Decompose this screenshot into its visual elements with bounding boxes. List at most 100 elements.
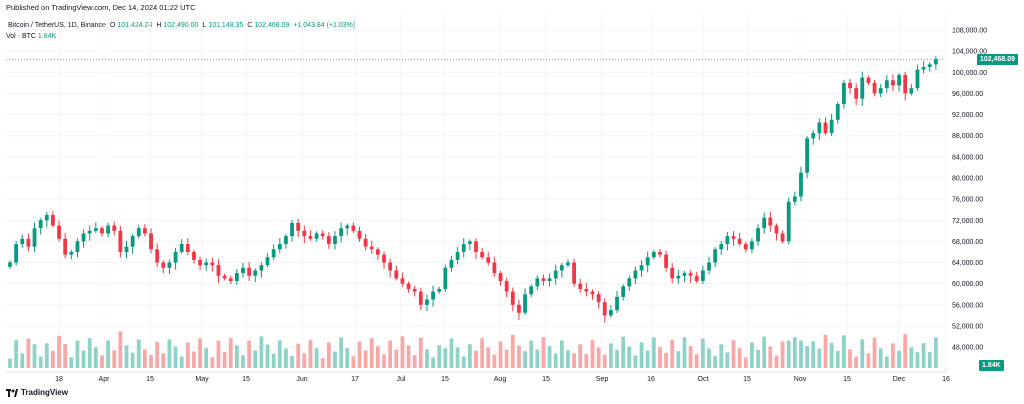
volume-bar <box>461 356 466 368</box>
volume-bar <box>823 334 828 368</box>
candle-body <box>572 262 577 284</box>
candle-body <box>707 262 711 271</box>
candle-body <box>87 230 92 234</box>
volume-bar <box>743 357 748 368</box>
volume-bar <box>878 348 883 368</box>
candle-body <box>799 172 803 197</box>
volume-bar <box>437 345 442 368</box>
candle-body <box>259 265 264 271</box>
y-tick-label: 96,000.00 <box>952 91 983 98</box>
candle-body <box>14 244 19 263</box>
volume-bar <box>308 340 313 368</box>
candle-body <box>38 220 43 229</box>
candle-body <box>817 122 822 134</box>
volume-bar <box>382 354 386 368</box>
volume-bar <box>725 352 730 368</box>
candle-body <box>241 267 245 274</box>
candle-body <box>290 222 294 237</box>
volume-bar <box>621 336 626 368</box>
candle-body <box>455 251 460 260</box>
volume-bar <box>363 350 368 368</box>
volume-bar <box>664 352 668 368</box>
volume-bar <box>504 349 509 368</box>
candle-body <box>32 228 37 247</box>
x-tick-label: Aug <box>494 376 507 383</box>
candle-body <box>412 288 417 292</box>
candle-body <box>743 244 748 250</box>
y-tick-label: 100,000.00 <box>952 70 987 77</box>
x-tick-label: Nov <box>794 376 807 383</box>
candle-body <box>394 270 399 279</box>
candle-body <box>118 230 123 252</box>
volume-bar <box>204 348 209 368</box>
candle-body <box>222 275 227 279</box>
candle-body <box>688 273 693 276</box>
volume-bar <box>247 340 252 368</box>
candle-body <box>253 270 258 276</box>
volume-bar <box>44 343 49 368</box>
volume-bar <box>412 355 417 368</box>
candle-body <box>621 286 626 297</box>
volume-bar <box>547 346 552 368</box>
volume-bar <box>26 338 31 368</box>
volume-bar <box>792 337 797 368</box>
x-tick-label: May <box>195 376 209 383</box>
symbol-name[interactable]: Bitcoin / TetherUS, 1D, Binance <box>8 22 106 29</box>
candle-body <box>26 238 31 247</box>
volume-bar <box>523 351 527 368</box>
volume-bar <box>584 354 589 368</box>
candle-body <box>535 278 540 287</box>
candle-body <box>112 225 117 231</box>
candle-body <box>124 246 129 252</box>
volume-bar <box>596 347 601 368</box>
candle-body <box>363 238 368 247</box>
candle-body <box>921 66 926 70</box>
candle-body <box>314 233 319 239</box>
volume-bar <box>406 345 411 368</box>
x-tick-label: 16 <box>942 376 950 383</box>
candle-body <box>639 265 644 271</box>
candle-body <box>909 88 914 94</box>
candle-body <box>517 304 521 313</box>
volume-bar <box>541 337 546 368</box>
candle-body <box>388 262 393 271</box>
candle-body <box>664 254 668 268</box>
volume-bar <box>57 335 61 368</box>
volume-bar <box>192 351 196 368</box>
volume-bar <box>474 350 478 368</box>
volume-bar <box>854 356 859 368</box>
volume-bar <box>69 357 74 368</box>
open-value: 101,424.24 <box>117 22 153 29</box>
candle-body <box>185 244 190 252</box>
candle-body <box>431 291 435 300</box>
candle-body <box>57 225 61 239</box>
candle-body <box>44 214 49 221</box>
candle-body <box>547 278 552 282</box>
volume-bar <box>100 355 104 368</box>
volume-bar <box>357 341 362 368</box>
volume-bar <box>455 347 460 368</box>
candle-body <box>596 294 601 303</box>
candle-body <box>608 310 613 316</box>
volume-bar <box>811 341 816 368</box>
volume-bar <box>884 356 889 368</box>
volume-bar <box>179 356 184 368</box>
y-tick-label: 104,000.00 <box>952 49 987 56</box>
candle-body <box>602 302 607 316</box>
x-tick-label: 15 <box>843 376 851 383</box>
candle-body <box>155 249 160 263</box>
chart-legend: Bitcoin / TetherUS, 1D, Binance O 101,424… <box>6 20 355 42</box>
volume-label[interactable]: Vol · BTC <box>6 33 36 40</box>
volume-bar <box>639 342 644 368</box>
volume-bar <box>443 348 448 368</box>
volume-bar <box>682 337 687 368</box>
candle-body <box>566 262 570 266</box>
volume-bar <box>927 352 932 368</box>
x-tick-label: 15 <box>242 376 250 383</box>
tradingview-logo[interactable]: TradingView <box>6 388 68 397</box>
volume-bar <box>277 340 282 368</box>
candle-body <box>878 88 883 94</box>
volume-bar <box>762 336 767 368</box>
candle-body <box>866 77 871 83</box>
